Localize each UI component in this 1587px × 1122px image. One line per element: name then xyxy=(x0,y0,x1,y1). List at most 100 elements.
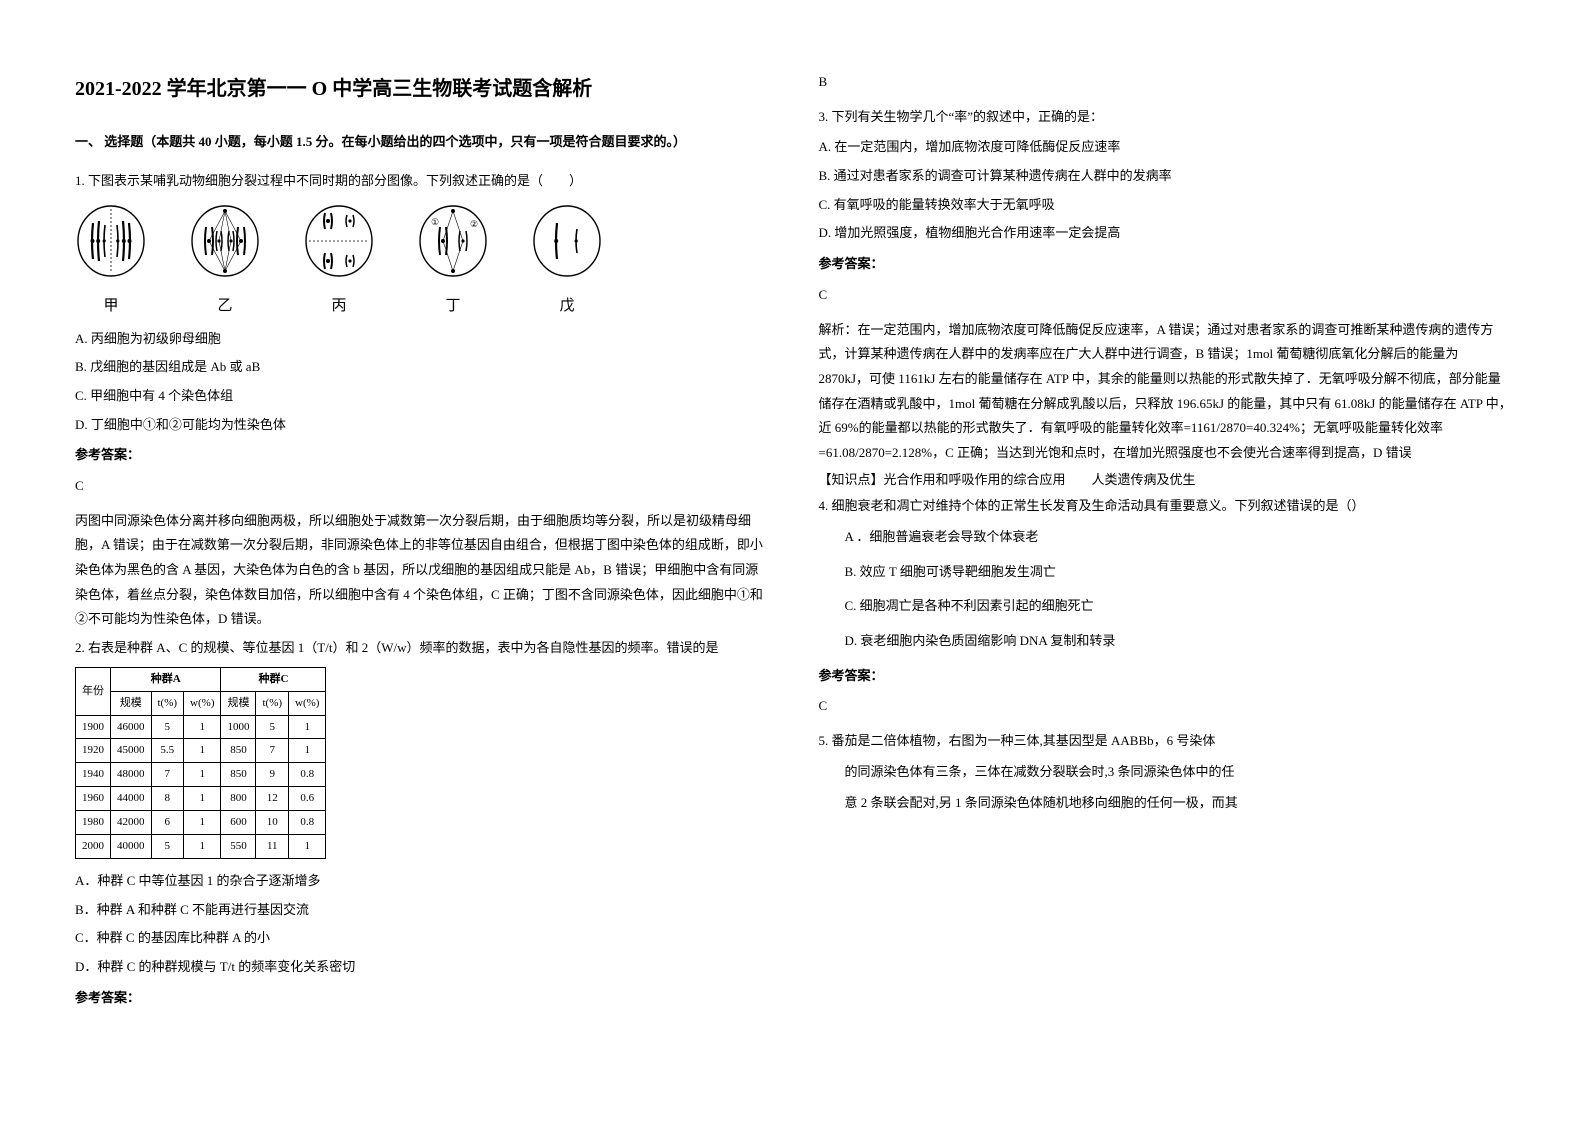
table-cell: 0.8 xyxy=(289,811,326,835)
table-cell: 5 xyxy=(151,715,184,739)
section-heading: 一、 选择题（本题共 40 小题，每小题 1.5 分。在每小题给出的四个选项中，… xyxy=(75,130,769,155)
q5-line3: 意 2 条联会配对,另 1 条同源染色体随机地移向细胞的任何一极，而其 xyxy=(819,791,1513,816)
q2-opt-c: C．种群 C 的基因库比种群 A 的小 xyxy=(75,926,769,951)
table-cell: 40000 xyxy=(111,835,152,859)
q3-ans: C xyxy=(819,283,1513,308)
q2-ans: B xyxy=(819,70,1513,95)
table-cell: 5 xyxy=(151,835,184,859)
table-cell: 2000 xyxy=(76,835,111,859)
table-row: 19604400081800120.6 xyxy=(76,787,326,811)
table-row: 20004000051550111 xyxy=(76,835,326,859)
table-cell: 1 xyxy=(184,715,221,739)
q3-opt-c: C. 有氧呼吸的能量转换效率大于无氧呼吸 xyxy=(819,193,1513,218)
q3-opt-a: A. 在一定范围内，增加底物浓度可降低酶促反应速率 xyxy=(819,135,1513,160)
table-cell: 1 xyxy=(184,835,221,859)
q3-kp: 【知识点】光合作用和呼吸作用的综合应用 人类遗传病及优生 xyxy=(819,468,1513,493)
q3-ans-label: 参考答案： xyxy=(819,252,1513,277)
q1-figures: 甲 乙 xyxy=(75,203,769,320)
q4-ans: C xyxy=(819,694,1513,719)
q4-opt-a: A ．细胞普遍衰老会导致个体衰老 xyxy=(845,525,1513,550)
cell-label-wu: 戊 xyxy=(531,292,603,321)
table-cell: 10 xyxy=(256,811,289,835)
table-cell: 1960 xyxy=(76,787,111,811)
table-cell: 1 xyxy=(184,787,221,811)
q1-opt-a: A. 丙细胞为初级卵母细胞 xyxy=(75,327,769,352)
q4-ans-label: 参考答案： xyxy=(819,664,1513,689)
cell-label-jia: 甲 xyxy=(75,292,147,321)
q2-opt-a: A．种群 C 中等位基因 1 的杂合子逐渐增多 xyxy=(75,869,769,894)
th-sub: 规模 xyxy=(111,691,152,715)
cell-jia-svg xyxy=(75,203,147,279)
table-cell: 1 xyxy=(184,739,221,763)
q4-opt-c: C. 细胞凋亡是各种不利因素引起的细胞死亡 xyxy=(845,594,1513,619)
q1-opt-d: D. 丁细胞中①和②可能均为性染色体 xyxy=(75,413,769,438)
right-column: B 3. 下列有关生物学几个“率”的叙述中，正确的是： A. 在一定范围内，增加… xyxy=(794,70,1538,1082)
table-cell: 850 xyxy=(221,763,256,787)
cell-figure-yi: 乙 xyxy=(189,203,261,320)
table-cell: 1940 xyxy=(76,763,111,787)
table-cell: 45000 xyxy=(111,739,152,763)
th-group-c: 种群C xyxy=(221,667,326,691)
table-cell: 1000 xyxy=(221,715,256,739)
cell-figure-ding: ① ② 丁 xyxy=(417,203,489,320)
table-cell: 5.5 xyxy=(151,739,184,763)
cell-label-ding: 丁 xyxy=(417,292,489,321)
table-cell: 1 xyxy=(184,811,221,835)
table-cell: 1 xyxy=(289,715,326,739)
table-cell: 800 xyxy=(221,787,256,811)
cell-figure-wu: 戊 xyxy=(531,203,603,320)
q1-explain: 丙图中同源染色体分离并移向细胞两极，所以细胞处于减数第一次分裂后期，由于细胞质均… xyxy=(75,509,769,632)
q1-ans-label: 参考答案： xyxy=(75,443,769,468)
q1-stem: 1. 下图表示某哺乳动物细胞分裂过程中不同时期的部分图像。下列叙述正确的是（ ） xyxy=(75,169,769,194)
table-cell: 48000 xyxy=(111,763,152,787)
table-cell: 44000 xyxy=(111,787,152,811)
q3-explain: 解析：在一定范围内，增加底物浓度可降低酶促反应速率，A 错误；通过对患者家系的调… xyxy=(819,318,1513,466)
table-cell: 12 xyxy=(256,787,289,811)
q2-ans-label: 参考答案： xyxy=(75,986,769,1011)
cell-label-yi: 乙 xyxy=(189,292,261,321)
left-column: 2021-2022 学年北京第一一 O 中学高三生物联考试题含解析 一、 选择题… xyxy=(50,70,794,1082)
cell-figure-jia: 甲 xyxy=(75,203,147,320)
table-head-row: 年份 种群A 种群C xyxy=(76,667,326,691)
table-row: 19004600051100051 xyxy=(76,715,326,739)
table-row: 1940480007185090.8 xyxy=(76,763,326,787)
cell-wu-svg xyxy=(531,203,603,279)
table-cell: 7 xyxy=(151,763,184,787)
table-cell: 11 xyxy=(256,835,289,859)
th-sub: w(%) xyxy=(184,691,221,715)
cell-yi-svg xyxy=(189,203,261,279)
table-cell: 42000 xyxy=(111,811,152,835)
table-cell: 0.6 xyxy=(289,787,326,811)
q1-opt-c: C. 甲细胞中有 4 个染色体组 xyxy=(75,384,769,409)
q2-stem: 2. 右表是种群 A、C 的规模、等位基因 1（T/t）和 2（W/w）频率的数… xyxy=(75,636,769,661)
table-cell: 5 xyxy=(256,715,289,739)
q2-opt-b: B．种群 A 和种群 C 不能再进行基因交流 xyxy=(75,898,769,923)
table-row: 19804200061600100.8 xyxy=(76,811,326,835)
th-year: 年份 xyxy=(76,667,111,715)
th-sub: w(%) xyxy=(289,691,326,715)
table-cell: 6 xyxy=(151,811,184,835)
table-cell: 8 xyxy=(151,787,184,811)
q3-opt-b: B. 通过对患者家系的调查可计算某种遗传病在人群中的发病率 xyxy=(819,164,1513,189)
th-sub: t(%) xyxy=(151,691,184,715)
page-title: 2021-2022 学年北京第一一 O 中学高三生物联考试题含解析 xyxy=(75,70,769,108)
table-subhead-row: 规模 t(%) w(%) 规模 t(%) w(%) xyxy=(76,691,326,715)
table-cell: 46000 xyxy=(111,715,152,739)
q3-opt-d: D. 增加光照强度，植物细胞光合作用速率一定会提高 xyxy=(819,221,1513,246)
q2-opt-d: D．种群 C 的种群规模与 T/t 的频率变化关系密切 xyxy=(75,955,769,980)
table-row: 1920450005.5185071 xyxy=(76,739,326,763)
th-sub: t(%) xyxy=(256,691,289,715)
table-cell: 9 xyxy=(256,763,289,787)
th-sub: 规模 xyxy=(221,691,256,715)
table-cell: 1920 xyxy=(76,739,111,763)
th-group-a: 种群A xyxy=(111,667,221,691)
table-cell: 1 xyxy=(289,835,326,859)
cell-ding-svg: ① ② xyxy=(417,203,489,279)
q4-stem: 4. 细胞衰老和凋亡对维持个体的正常生长发育及生命活动具有重要意义。下列叙述错误… xyxy=(819,494,1513,519)
table-cell: 1980 xyxy=(76,811,111,835)
q3-stem: 3. 下列有关生物学几个“率”的叙述中，正确的是： xyxy=(819,105,1513,130)
q4-opt-d: D. 衰老细胞内染色质固缩影响 DNA 复制和转录 xyxy=(845,629,1513,654)
table-cell: 1 xyxy=(184,763,221,787)
q1-ans: C xyxy=(75,474,769,499)
cell-label-bing: 丙 xyxy=(303,292,375,321)
